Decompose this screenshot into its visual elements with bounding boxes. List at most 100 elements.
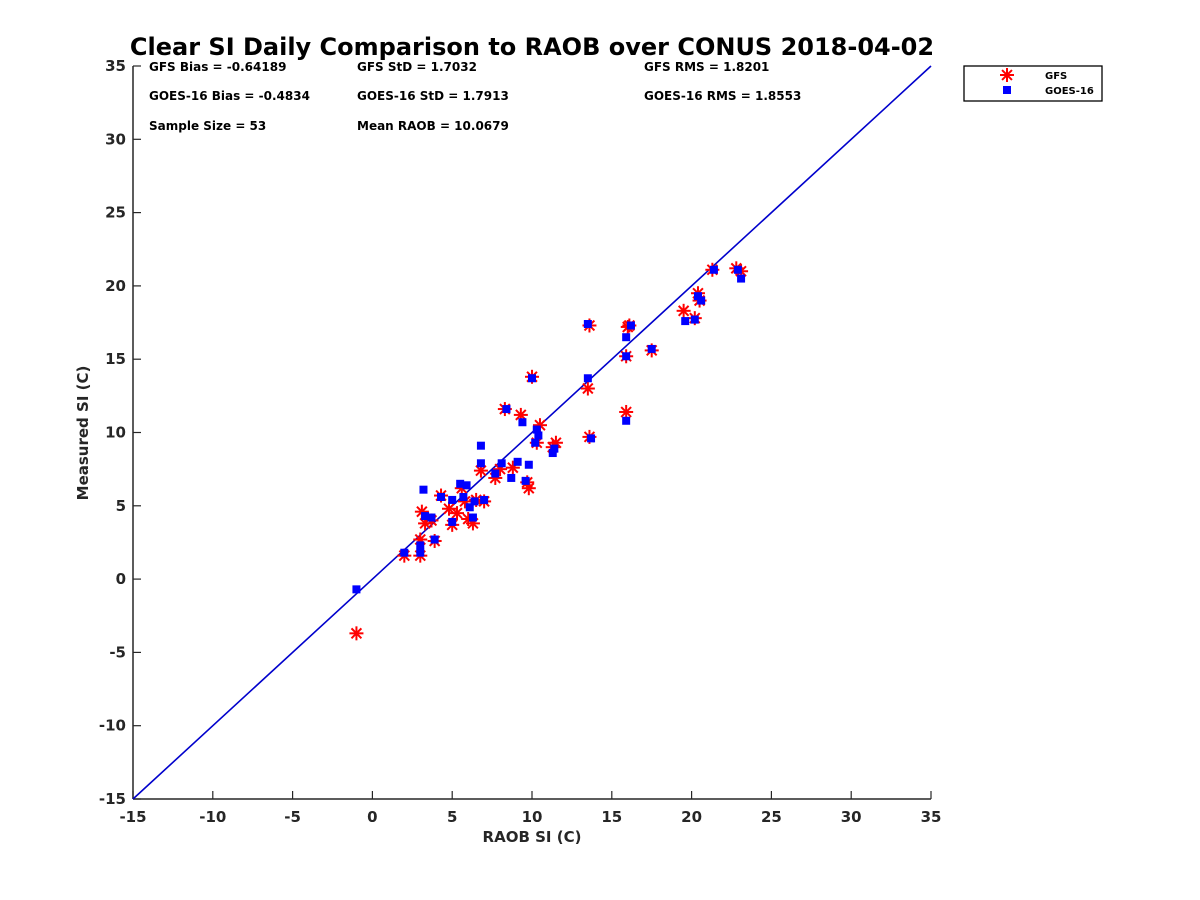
goes-16-point	[480, 495, 489, 504]
gfs-point	[619, 404, 634, 419]
x-tick-label: 30	[841, 808, 862, 826]
y-tick-label: 20	[105, 277, 126, 295]
gfs-point	[676, 303, 691, 318]
goes-16-point	[622, 352, 631, 361]
stat-text: Mean RAOB = 10.0679	[357, 119, 509, 133]
goes-16-point	[468, 513, 477, 522]
goes-16-point	[416, 548, 425, 557]
goes-16-point	[587, 434, 596, 443]
goes-16-point	[524, 460, 533, 469]
x-tick-label: 35	[921, 808, 942, 826]
legend-label: GOES-16	[1045, 86, 1094, 97]
legend-box	[963, 65, 1103, 102]
y-axis-title: Measured SI (C)	[74, 366, 92, 501]
goes-16-point	[534, 431, 543, 440]
x-tick-label: -10	[199, 808, 226, 826]
goes-16-point	[448, 495, 457, 504]
goes-16-point	[513, 457, 522, 466]
chart-title: Clear SI Daily Comparison to RAOB over C…	[130, 33, 934, 61]
goes-16-point	[622, 416, 631, 425]
goes-16-point	[550, 444, 559, 453]
goes-16-point	[462, 481, 471, 490]
stat-text: GOES-16 RMS = 1.8553	[644, 89, 801, 103]
legend-goes-16-marker	[1003, 86, 1011, 94]
goes-16-point	[693, 292, 702, 301]
goes-16-point	[430, 535, 439, 544]
goes-16-point	[521, 476, 530, 485]
goes-16-point	[476, 441, 485, 450]
goes-16-point	[352, 585, 361, 594]
y-tick-label: 15	[105, 350, 126, 368]
y-tick-label: 30	[105, 130, 126, 148]
goes-16-point	[507, 473, 516, 482]
gfs-point	[449, 506, 464, 521]
y-tick-label: 35	[105, 57, 126, 75]
goes-16-point	[497, 459, 506, 468]
goes-16-point	[518, 418, 527, 427]
goes-16-point	[456, 479, 465, 488]
one-to-one-line	[132, 65, 932, 800]
goes-16-point	[421, 512, 430, 521]
y-tick-label: -10	[99, 717, 126, 735]
y-tick-label: 0	[116, 570, 126, 588]
x-tick-label: -5	[284, 808, 301, 826]
stat-text: GOES-16 Bias = -0.4834	[149, 89, 310, 103]
goes-16-point	[459, 493, 468, 502]
legend-gfs-marker	[1000, 68, 1014, 82]
stat-text: GFS StD = 1.7032	[357, 60, 477, 74]
x-tick-label: 0	[367, 808, 377, 826]
goes-16-point	[465, 503, 474, 512]
y-tick-label: -15	[99, 790, 126, 808]
goes-16-point	[733, 265, 742, 274]
goes-16-point	[437, 493, 446, 502]
goes-16-point	[531, 438, 540, 447]
x-tick-label: -15	[119, 808, 146, 826]
goes-16-point	[583, 320, 592, 329]
series-goes-16	[352, 265, 746, 594]
statistics-text: GFS Bias = -0.64189 GFS StD = 1.7032 GFS R…	[149, 60, 801, 133]
gfs-point	[513, 407, 528, 422]
x-tick-label: 20	[681, 808, 702, 826]
y-tick-label: -5	[109, 643, 126, 661]
goes-16-point	[470, 497, 479, 506]
goes-16-point	[476, 459, 485, 468]
goes-16-point	[491, 469, 500, 478]
legend-label: GFS	[1045, 71, 1067, 82]
x-axis-title: RAOB SI (C)	[483, 828, 582, 846]
x-tick-label: 5	[447, 808, 457, 826]
gfs-point	[349, 626, 364, 641]
data-series	[349, 261, 749, 641]
goes-16-point	[697, 296, 706, 305]
goes-16-point	[622, 333, 631, 342]
goes-16-point	[400, 548, 409, 557]
x-tick-label: 25	[761, 808, 782, 826]
goes-16-point	[548, 449, 557, 458]
goes-16-point	[690, 315, 699, 324]
goes-16-point	[647, 344, 656, 353]
gfs-point	[521, 481, 536, 496]
goes-16-point	[427, 513, 436, 522]
goes-16-point	[448, 517, 457, 526]
goes-16-point	[737, 274, 746, 283]
goes-16-point	[709, 265, 718, 274]
x-tick-label: 15	[601, 808, 622, 826]
goes-16-point	[681, 317, 690, 326]
stat-text: GOES-16 StD = 1.7913	[357, 89, 509, 103]
stat-text: GFS Bias = -0.64189	[149, 60, 286, 74]
goes-16-point	[416, 541, 425, 550]
y-tick-label: 5	[116, 497, 126, 515]
goes-16-point	[528, 374, 536, 383]
goes-16-point	[532, 425, 541, 434]
legend: GFS GOES-16	[963, 65, 1103, 102]
gfs-point	[580, 381, 595, 396]
goes-16-point	[419, 485, 428, 494]
axis-ticks: -15 -10 -5 0 5 10 15 20 25 30 35 -15 -10 -5 0 5 10 15 20 25…	[99, 57, 942, 826]
x-tick-label: 10	[522, 808, 543, 826]
goes-16-point	[626, 321, 635, 330]
stat-text: Sample Size = 53	[149, 119, 266, 133]
goes-16-point	[583, 374, 592, 383]
stat-text: GFS RMS = 1.8201	[644, 60, 769, 74]
y-tick-label: 10	[105, 424, 126, 442]
y-tick-label: 25	[105, 204, 126, 222]
